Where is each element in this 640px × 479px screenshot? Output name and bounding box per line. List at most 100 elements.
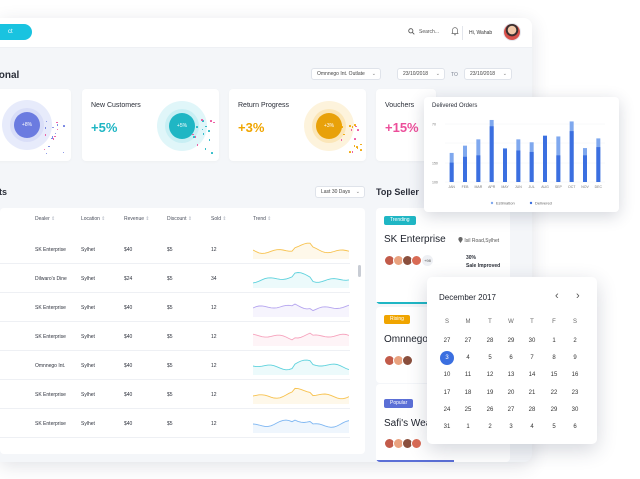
decorative-dot [54, 132, 57, 135]
calendar-day[interactable]: 22 [550, 389, 558, 396]
avatar-group [384, 438, 422, 449]
calendar-day[interactable]: 8 [552, 355, 556, 362]
calendar-day[interactable]: 16 [571, 372, 579, 379]
calendar-day[interactable]: 11 [464, 372, 472, 379]
calendar-day[interactable]: 1 [552, 338, 556, 344]
calendar-day[interactable]: 13 [507, 372, 515, 379]
status-badge: Popular [384, 399, 414, 408]
calendar-day[interactable]: 26 [486, 406, 494, 413]
range-select[interactable]: Last 30 Days ⌄ [315, 186, 365, 198]
calendar-day[interactable]: 4 [466, 355, 470, 362]
brand-logo[interactable]: ct [0, 24, 32, 40]
calendar-day[interactable]: 3 [509, 424, 513, 430]
calendar-day[interactable]: 30 [528, 338, 536, 344]
calendar-day[interactable]: 14 [528, 372, 536, 379]
chevron-left-icon[interactable]: ‹ [555, 290, 559, 302]
calendar-day[interactable]: 1 [466, 424, 470, 430]
table-row[interactable]: SK Enterprise Sylhet $40 $5 12 [0, 322, 350, 351]
calendar-day[interactable]: 28 [486, 338, 494, 344]
trend-sparkline [253, 242, 349, 259]
calendar-day[interactable]: 23 [571, 389, 579, 396]
bar-delivered [596, 147, 601, 182]
chevron-right-icon[interactable]: › [576, 290, 580, 302]
calendar-day[interactable]: 28 [528, 406, 536, 413]
bar-delivered [569, 131, 574, 182]
decorative-dot [350, 129, 353, 131]
outlet-select[interactable]: Omnnego Int. Outlate ⌄ [311, 68, 381, 80]
column-header-revenue[interactable]: Revenue ⇕ [124, 216, 150, 222]
column-header-trend[interactable]: Trend ⇕ [253, 216, 271, 222]
calendar-day[interactable]: 5 [552, 424, 556, 430]
calendar-day[interactable]: 27 [464, 338, 472, 344]
sale-percent: 30% [466, 255, 477, 261]
decorative-dot [51, 126, 54, 129]
calendar-day[interactable]: 17 [443, 389, 451, 396]
calendar-day[interactable]: 20 [507, 389, 515, 396]
calendar-day[interactable]: 7 [530, 355, 534, 362]
scrollbar-thumb[interactable] [358, 265, 361, 277]
calendar-day[interactable]: 5 [488, 355, 492, 362]
calendar-day[interactable]: 29 [550, 406, 558, 413]
calendar-day[interactable]: 9 [573, 355, 577, 362]
column-header-label: Sold [211, 216, 222, 222]
calendar-day[interactable]: 6 [509, 355, 513, 362]
weekday-label: S [572, 319, 577, 325]
progress-ring: +5% [157, 101, 207, 151]
x-tick-label: SEP [555, 185, 563, 189]
calendar-day[interactable]: 29 [507, 338, 515, 344]
table-row[interactable]: SK Enterprise Sylhet $40 $5 12 [0, 409, 350, 438]
calendar-day[interactable]: 25 [464, 406, 472, 413]
calendar-day[interactable]: 21 [528, 389, 536, 396]
calendar-day[interactable]: 10 [443, 372, 451, 379]
legend-label: Estimation [496, 200, 515, 205]
calendar-day[interactable]: 6 [573, 424, 577, 430]
weekday-label: T [530, 319, 534, 325]
table-row[interactable]: SK Enterprise Sylhet $40 $5 12 [0, 380, 350, 409]
column-header-dealer[interactable]: Dealer ⇕ [35, 216, 55, 222]
calendar-day[interactable]: 30 [571, 406, 579, 413]
table-row[interactable]: Dilwaro's Dine Sylhet $24 $5 34 [0, 264, 350, 293]
calendar-day[interactable]: 12 [486, 372, 494, 379]
bar-delivered [489, 126, 494, 182]
calendar-day[interactable]: 27 [443, 338, 451, 344]
x-tick-label: AUG [541, 185, 549, 189]
trend-sparkline [253, 332, 349, 346]
user-avatar[interactable] [503, 23, 521, 41]
date-from-select[interactable]: 23/10/2018 ⌄ [397, 68, 445, 80]
calendar-day[interactable]: 27 [507, 406, 515, 413]
table-row[interactable]: SK Enterprise Sylhet $40 $5 12 [0, 293, 350, 322]
date-to-select[interactable]: 23/10/2018 ⌄ [464, 68, 512, 80]
calendar-day-selected[interactable]: 3 [440, 351, 454, 366]
cell-discount: $5 [167, 363, 173, 369]
sort-icon: ⇕ [267, 216, 272, 222]
stat-card-new-customers[interactable]: New Customers +5% +5% [82, 89, 219, 161]
search-field[interactable]: Search... [408, 28, 439, 35]
stat-card-return-progress[interactable]: Return Progress +3% +3% [229, 89, 366, 161]
chevron-down-icon: ⌄ [371, 71, 376, 77]
bar-delivered [516, 150, 521, 182]
column-header-discount[interactable]: Discount ⇕ [167, 216, 192, 222]
cell-sold: 12 [211, 421, 217, 427]
decorative-dot [194, 136, 197, 138]
column-header-location[interactable]: Location ⇕ [81, 216, 106, 222]
calendar-day[interactable]: 18 [464, 389, 472, 396]
calendar-day[interactable]: 31 [443, 424, 451, 430]
sort-icon: ⇕ [145, 216, 150, 222]
calendar-day[interactable]: 2 [573, 338, 577, 344]
stat-card-1[interactable]: +8% [0, 89, 71, 161]
calendar-day[interactable]: 2 [488, 424, 492, 430]
table-row[interactable]: Omnnego Int. Sylhet $40 $5 12 [0, 351, 350, 380]
calendar-day[interactable]: 24 [443, 406, 451, 413]
table-row[interactable]: SK Enterprise Sylhet $40 $5 12 [0, 235, 350, 264]
cell-location: Sylhet [81, 392, 95, 398]
bell-icon[interactable] [451, 26, 459, 36]
cell-discount: $5 [167, 305, 173, 311]
calendar-day[interactable]: 15 [550, 372, 558, 379]
decorative-dot [204, 148, 207, 150]
decorative-dot [192, 133, 194, 136]
cell-sold: 12 [211, 247, 217, 253]
calendar-day[interactable]: 19 [486, 389, 494, 396]
calendar-day[interactable]: 4 [530, 424, 534, 430]
column-header-sold[interactable]: Sold ⇕ [211, 216, 227, 222]
